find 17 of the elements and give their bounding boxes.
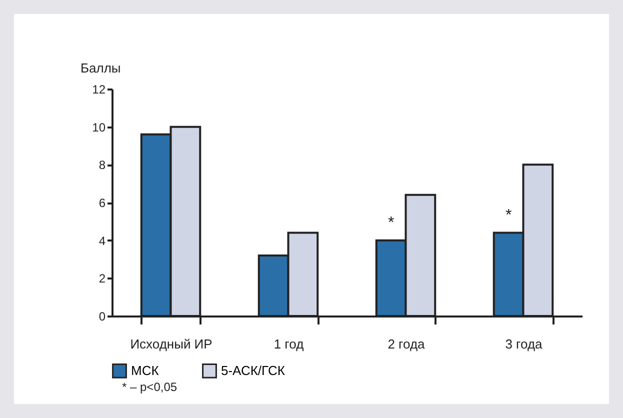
annotation: * xyxy=(388,214,394,232)
x-tick-label: Исходный ИР xyxy=(130,336,212,352)
y-tick-label: 0 xyxy=(98,310,106,324)
x-tick-label: 1 год xyxy=(274,336,304,352)
annotation: * xyxy=(505,206,512,224)
y-tick-label: 8 xyxy=(98,158,106,172)
x-tick-label: 2 года xyxy=(388,336,426,352)
legend-label: МСК xyxy=(131,362,160,378)
y-axis-title: Баллы xyxy=(80,60,121,76)
y-tick-label: 10 xyxy=(92,120,106,134)
y-tick-label: 6 xyxy=(98,196,106,210)
x-tick-label: 3 года xyxy=(505,336,544,352)
text: * – p<0,05 xyxy=(122,380,178,394)
y-tick-label: 4 xyxy=(98,234,106,248)
legend-label: 5-АСК/ГСК xyxy=(221,362,286,378)
y-tick-label: 12 xyxy=(92,82,106,96)
y-tick-label: 2 xyxy=(98,272,106,286)
